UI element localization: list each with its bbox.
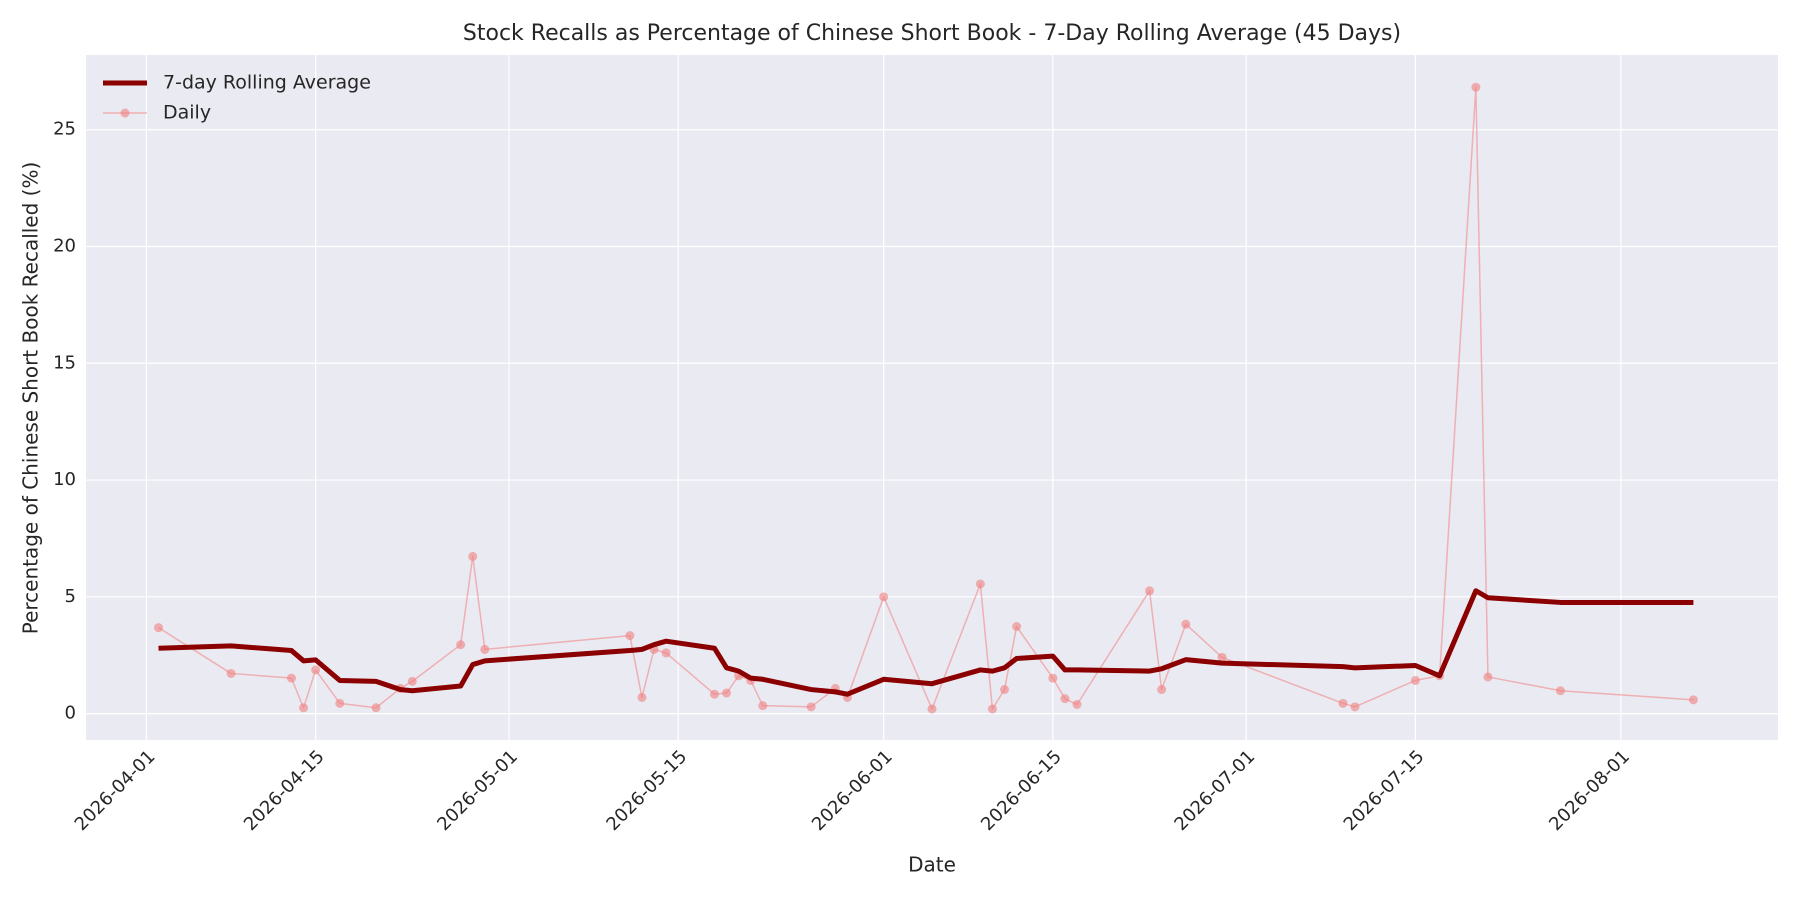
plot-area [86, 55, 1778, 740]
y-tick-label: 20 [53, 236, 76, 257]
x-tick-label: 2026-06-01 [808, 746, 897, 835]
data-point [1471, 82, 1481, 92]
y-axis-label: Percentage of Chinese Short Book Recalle… [19, 162, 43, 635]
data-point [1048, 673, 1058, 683]
data-point [1072, 700, 1082, 710]
data-point [286, 673, 296, 683]
x-tick-label: 2026-05-01 [433, 746, 522, 835]
data-point [722, 688, 732, 698]
data-point [299, 703, 309, 713]
x-tick-label: 2026-08-01 [1545, 746, 1634, 835]
data-point [758, 701, 768, 711]
data-point [709, 689, 719, 699]
data-point [1350, 702, 1360, 712]
data-point [1555, 686, 1565, 696]
y-tick-label: 25 [53, 119, 76, 140]
x-axis-label: Date [908, 853, 956, 877]
y-tick-label: 15 [53, 352, 76, 373]
chart-title: Stock Recalls as Percentage of Chinese S… [463, 21, 1401, 46]
data-point [1688, 695, 1698, 705]
y-tick-label: 10 [53, 469, 76, 490]
data-point [1012, 621, 1022, 631]
data-point [806, 702, 816, 712]
data-point [407, 676, 417, 686]
data-point [1410, 675, 1420, 685]
x-tick-label: 2026-05-15 [602, 746, 691, 835]
data-point [1145, 586, 1155, 596]
x-tick-label: 2026-04-15 [240, 746, 329, 835]
data-point [987, 704, 997, 714]
data-point [154, 623, 164, 633]
data-point [1217, 652, 1227, 662]
data-point [335, 698, 345, 708]
data-point [480, 644, 490, 654]
y-tick-label: 0 [65, 703, 76, 724]
data-point [879, 592, 889, 602]
data-point [625, 631, 635, 641]
legend-marker [120, 108, 130, 118]
data-point [1060, 694, 1070, 704]
data-point [468, 551, 478, 561]
data-point [226, 668, 236, 678]
series-line [158, 588, 1694, 697]
data-point [371, 703, 381, 713]
data-point [1338, 698, 1348, 708]
data-point [975, 579, 985, 589]
data-point [661, 648, 671, 658]
x-tick-label: 2026-04-01 [71, 746, 160, 835]
data-point [456, 640, 466, 650]
data-point [637, 692, 647, 702]
legend-label: Daily [163, 102, 211, 124]
data-point [927, 704, 937, 714]
data-point [311, 665, 321, 675]
data-point [1483, 672, 1493, 682]
legend-label: 7-day Rolling Average [163, 72, 371, 94]
data-point [1157, 685, 1167, 695]
x-tick-label: 2026-07-15 [1340, 746, 1429, 835]
x-tick-label: 2026-07-01 [1170, 746, 1259, 835]
x-tick-label: 2026-06-15 [977, 746, 1066, 835]
y-tick-label: 5 [65, 586, 76, 607]
data-point [1000, 685, 1010, 695]
data-point [1181, 619, 1191, 629]
